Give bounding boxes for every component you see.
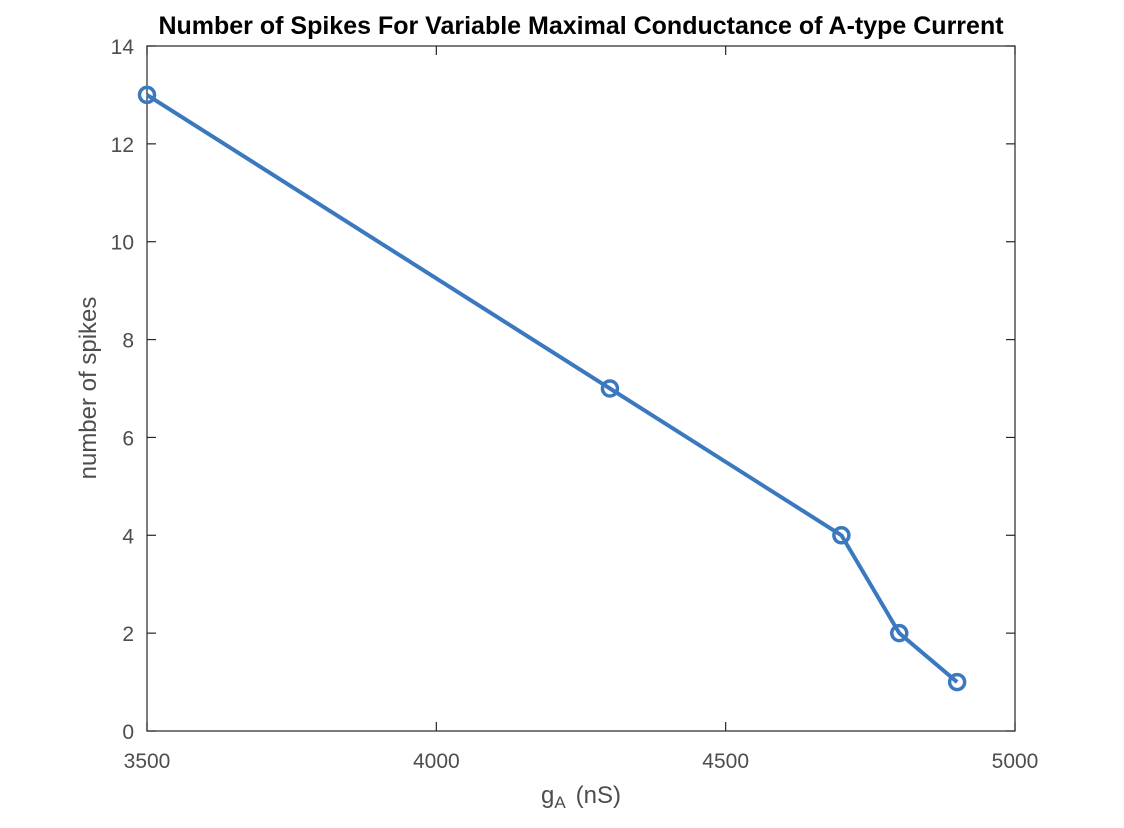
data-point bbox=[947, 672, 967, 692]
x-tick-label: 4500 bbox=[702, 750, 749, 773]
x-axis-ticks: 3500 4000 4500 5000 bbox=[124, 46, 1039, 773]
x-tick-label: 5000 bbox=[992, 750, 1039, 773]
y-tick-label: 6 bbox=[122, 427, 134, 450]
y-tick-label: 4 bbox=[122, 525, 134, 548]
x-tick-label: 4000 bbox=[413, 750, 460, 773]
y-tick-label: 0 bbox=[122, 721, 134, 744]
data-point bbox=[600, 379, 620, 398]
y-tick-label: 12 bbox=[111, 134, 134, 157]
x-axis-label-main: g bbox=[541, 782, 554, 809]
x-axis-label: gA (nS) bbox=[541, 782, 621, 812]
data-point bbox=[890, 623, 909, 643]
axes-box bbox=[146, 45, 1016, 732]
y-tick-label: 14 bbox=[111, 36, 135, 59]
y-axis-ticks: 0 2 4 6 8 10 12 14 bbox=[111, 36, 1015, 744]
y-tick-label: 2 bbox=[122, 623, 134, 646]
data-point bbox=[832, 526, 851, 545]
x-axis-label-unit: (nS) bbox=[576, 782, 621, 809]
x-tick-label: 3500 bbox=[124, 750, 171, 773]
y-tick-label: 10 bbox=[111, 232, 134, 255]
plot-area bbox=[146, 45, 1016, 732]
y-axis-label: number of spikes bbox=[75, 297, 102, 480]
series bbox=[137, 85, 967, 692]
y-tick-label: 8 bbox=[122, 330, 134, 353]
data-point bbox=[137, 85, 157, 105]
x-axis-label-subscript: A bbox=[554, 793, 566, 812]
series-line bbox=[145, 93, 959, 684]
chart-title: Number of Spikes For Variable Maximal Co… bbox=[158, 12, 1004, 40]
